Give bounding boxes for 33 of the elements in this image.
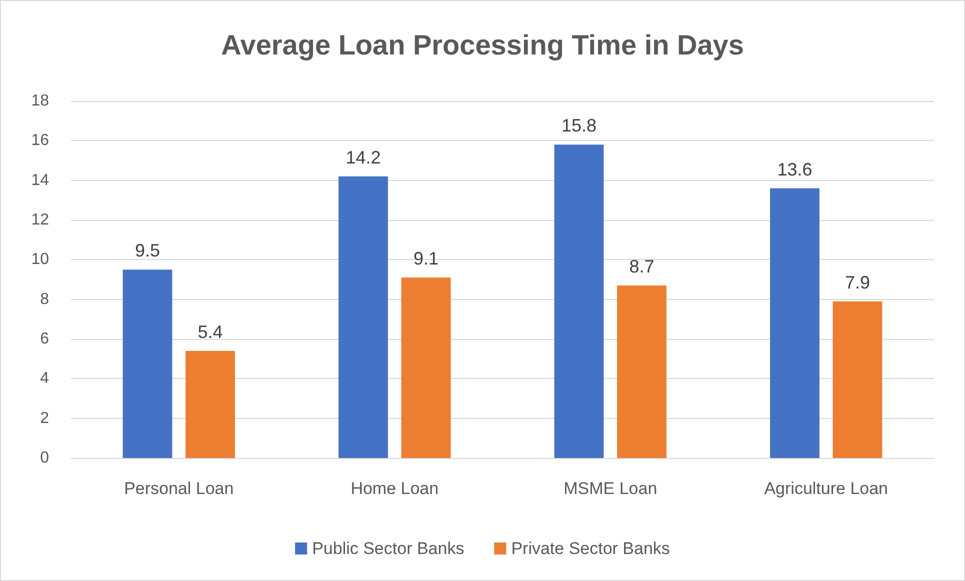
x-tick-label: Home Loan xyxy=(350,479,439,498)
y-tick-label: 14 xyxy=(31,172,50,189)
y-tick-label: 8 xyxy=(40,290,50,308)
data-label: 5.4 xyxy=(198,322,223,342)
data-label: 15.8 xyxy=(561,116,597,136)
data-label: 14.2 xyxy=(346,147,381,168)
x-tick-label: MSME Loan xyxy=(564,479,658,498)
bar xyxy=(401,278,451,458)
data-label: 13.6 xyxy=(777,159,812,180)
legend-label: Private Sector Banks xyxy=(511,539,670,558)
legend-label: Public Sector Banks xyxy=(312,539,464,558)
data-label: 9.5 xyxy=(134,240,160,261)
data-label: 9.1 xyxy=(413,248,439,269)
bar xyxy=(617,285,666,458)
chart-title: Average Loan Processing Time in Days xyxy=(221,30,744,60)
x-tick-label: Agriculture Loan xyxy=(764,479,888,498)
bar xyxy=(122,270,172,458)
y-tick-label: 18 xyxy=(31,92,50,110)
x-tick-label: Personal Loan xyxy=(124,479,234,498)
bar xyxy=(832,301,882,458)
y-tick-label: 12 xyxy=(31,212,50,228)
bar xyxy=(554,144,604,458)
bar xyxy=(338,176,388,458)
y-tick-label: 2 xyxy=(40,410,50,427)
y-tick-label: 10 xyxy=(31,251,50,268)
y-tick-label: 16 xyxy=(31,132,50,150)
bar xyxy=(186,350,235,458)
bar xyxy=(770,188,820,458)
data-label: 7.9 xyxy=(844,272,870,292)
y-tick-label: 6 xyxy=(40,330,50,348)
data-label: 8.7 xyxy=(629,256,654,276)
y-tick-label: 0 xyxy=(40,450,50,466)
y-tick-label: 4 xyxy=(40,370,50,388)
